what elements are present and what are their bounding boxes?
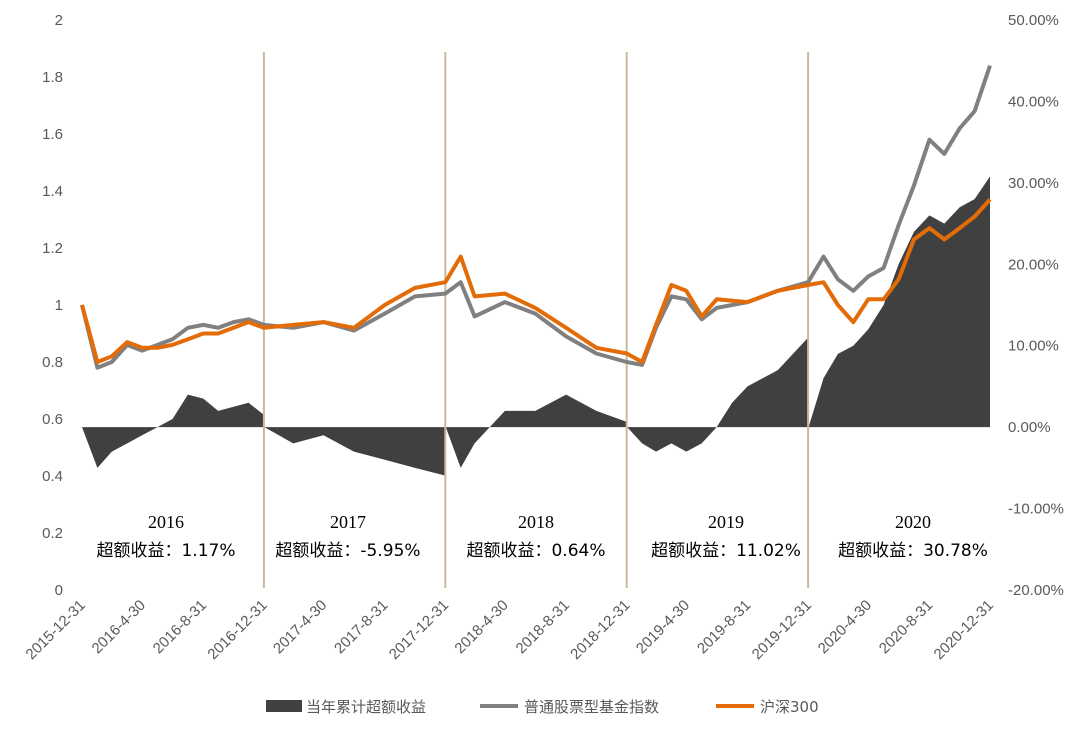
right-tick-label: 20.00% — [1008, 256, 1059, 273]
legend: 当年累计超额收益 普通股票型基金指数 沪深300 — [266, 698, 819, 716]
year-label-2020: 2020 — [895, 512, 931, 532]
x-tick-label: 2015-12-31 — [23, 597, 89, 663]
right-tick-label: 50.00% — [1008, 12, 1059, 29]
x-tick-label: 2019-4-30 — [633, 597, 693, 657]
left-tick-label: 1.8 — [42, 69, 63, 86]
legend-swatch-excess — [266, 700, 302, 712]
excess-return-label-2017: 超额收益：-5.95% — [275, 541, 420, 561]
legend-label: 普通股票型基金指数 — [524, 698, 659, 716]
right-y-axis: -20.00% -10.00% 0.00% 10.00% 20.00% 30.00% 40.… — [1008, 12, 1064, 599]
x-tick-label: 2019-8-31 — [694, 597, 754, 657]
x-tick-label: 2017-12-31 — [386, 597, 452, 663]
x-tick-label: 2018-8-31 — [513, 597, 573, 657]
year-label-2017: 2017 — [330, 512, 366, 532]
right-tick-label: -20.00% — [1008, 582, 1064, 599]
x-tick-label: 2018-12-31 — [567, 597, 633, 663]
excess-return-area — [82, 176, 990, 476]
left-tick-label: 1 — [55, 297, 63, 314]
x-tick-label: 2017-4-30 — [270, 597, 330, 657]
x-tick-label: 2016-4-30 — [89, 597, 149, 657]
csi300-line — [80, 198, 992, 364]
x-tick-label: 2020-8-31 — [876, 597, 936, 657]
year-annotations: 2016 超额收益：1.17% 2017 超额收益：-5.95% 2018 超额收益：0.… — [96, 512, 987, 561]
x-tick-label: 2016-12-31 — [204, 597, 270, 663]
left-tick-label: 2 — [55, 12, 63, 29]
plot-area — [80, 52, 992, 588]
left-tick-label: 0.6 — [42, 411, 63, 428]
x-tick-label: 2020-4-30 — [815, 597, 875, 657]
right-tick-label: -10.00% — [1008, 501, 1064, 518]
x-tick-label: 2018-4-30 — [451, 597, 511, 657]
excess-return-label-2018: 超额收益：0.64% — [466, 541, 605, 561]
left-tick-label: 1.6 — [42, 126, 63, 143]
year-label-2016: 2016 — [148, 512, 184, 532]
year-label-2018: 2018 — [518, 512, 554, 532]
right-tick-label: 40.00% — [1008, 93, 1059, 110]
legend-label: 沪深300 — [760, 698, 819, 716]
x-tick-label: 2020-12-31 — [931, 597, 997, 663]
left-y-axis: 0 0.2 0.4 0.6 0.8 1 1.2 1.4 1.6 1.8 2 — [42, 12, 63, 599]
excess-return-label-2019: 超额收益：11.02% — [651, 541, 801, 561]
left-tick-label: 0.8 — [42, 354, 63, 371]
left-tick-label: 0.2 — [42, 525, 63, 542]
x-tick-label: 2017-8-31 — [331, 597, 391, 657]
year-label-2019: 2019 — [708, 512, 744, 532]
excess-return-label-2020: 超额收益：30.78% — [838, 541, 988, 561]
right-tick-label: 30.00% — [1008, 175, 1059, 192]
x-tick-label: 2016-8-31 — [150, 597, 210, 657]
right-tick-label: 10.00% — [1008, 338, 1059, 355]
left-tick-label: 0.4 — [42, 468, 63, 485]
left-tick-label: 1.4 — [42, 183, 63, 200]
x-tick-label: 2019-12-31 — [749, 597, 815, 663]
stock-fund-index-line — [80, 64, 992, 370]
left-tick-label: 0 — [55, 582, 63, 599]
excess-return-label-2016: 超额收益：1.17% — [96, 541, 235, 561]
right-tick-label: 0.00% — [1008, 419, 1051, 436]
legend-label: 当年累计超额收益 — [306, 698, 426, 716]
left-tick-label: 1.2 — [42, 240, 63, 257]
